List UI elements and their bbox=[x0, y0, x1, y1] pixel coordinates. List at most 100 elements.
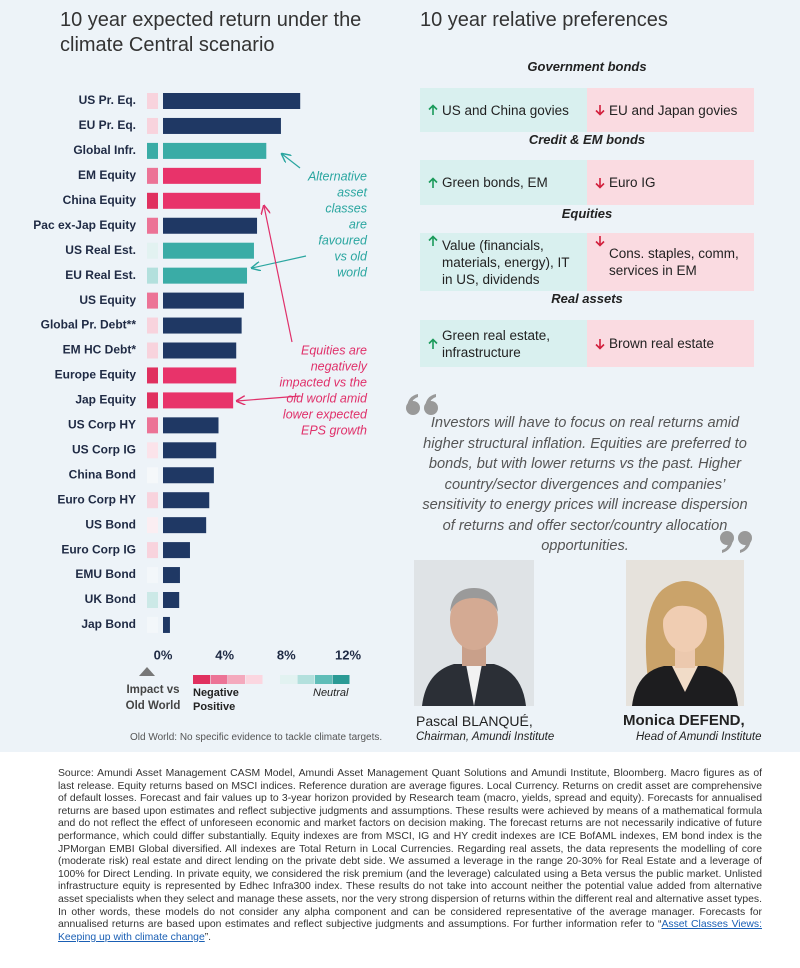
bar bbox=[163, 142, 267, 159]
bar bbox=[163, 93, 301, 109]
chart: US Pr. Eq. EU Pr. Eq. Global Infr. EM Equit… bbox=[33, 93, 368, 713]
person-name: Monica DEFEND, bbox=[623, 712, 745, 729]
legend-label: Negative bbox=[193, 687, 239, 699]
category-label: EU Real Est. bbox=[65, 268, 136, 282]
annotation-arrow bbox=[237, 395, 301, 401]
x-tick-label: 0% bbox=[154, 647, 173, 662]
legend-swatch bbox=[315, 675, 332, 684]
annotation: Alternative bbox=[307, 169, 367, 183]
source-text: Source: Amundi Asset Management CASM Mod… bbox=[58, 768, 762, 931]
preference-text: Cons. staples, comm, services in EM bbox=[609, 246, 739, 278]
legend-swatch bbox=[245, 675, 263, 684]
up-arrow bbox=[428, 337, 438, 349]
impact-marker bbox=[147, 142, 158, 159]
person-role: Head of Amundi Institute bbox=[636, 731, 762, 743]
impact-marker bbox=[147, 442, 158, 459]
annotation: world bbox=[337, 265, 368, 279]
legend-label: Positive bbox=[193, 701, 235, 713]
impact-pointer bbox=[139, 667, 155, 676]
annotation-arrow bbox=[264, 206, 293, 343]
x-tick-label: 12% bbox=[335, 647, 361, 662]
legend-swatch bbox=[297, 675, 315, 684]
photo bbox=[414, 560, 534, 706]
section-header: Government bonds bbox=[527, 59, 647, 74]
preference-box: EU and Japan govies bbox=[587, 88, 754, 132]
impact-marker bbox=[147, 417, 158, 434]
bar bbox=[163, 517, 207, 534]
annotation: impacted vs the bbox=[279, 375, 367, 389]
legend-title: Impact vs bbox=[126, 684, 179, 696]
impact-marker bbox=[147, 392, 158, 409]
impact-marker bbox=[147, 167, 158, 184]
annotation: EPS growth bbox=[301, 423, 367, 437]
section-header: Credit & EM bonds bbox=[528, 132, 646, 147]
bar bbox=[163, 192, 261, 209]
bar bbox=[163, 217, 258, 234]
impact-marker bbox=[147, 292, 158, 309]
impact-marker bbox=[147, 242, 158, 259]
chart-title: 10 year expected return under the climat… bbox=[60, 9, 362, 56]
legend-swatch bbox=[210, 675, 228, 684]
preference-box: Value (financials, materials, energy), I… bbox=[420, 233, 587, 291]
quote: Investors will have to focus on real ret… bbox=[422, 415, 748, 554]
category-label: Jap Equity bbox=[75, 393, 136, 407]
legend-swatch bbox=[280, 675, 297, 684]
annotation: negatively bbox=[311, 359, 368, 373]
impact-marker bbox=[147, 267, 158, 284]
bar bbox=[163, 392, 234, 409]
down-arrow bbox=[595, 105, 605, 116]
impact-marker bbox=[147, 517, 158, 534]
person-name: Pascal BLANQUÉ, bbox=[416, 713, 533, 729]
preference-box: Brown real estate bbox=[587, 320, 754, 367]
impact-marker bbox=[147, 117, 158, 134]
annotation: classes bbox=[325, 201, 367, 215]
quote-mark-open bbox=[406, 394, 438, 415]
impact-marker bbox=[147, 367, 158, 384]
up-arrow bbox=[428, 235, 438, 246]
category-label: Jap Bond bbox=[81, 617, 136, 631]
preference-box: Green bonds, EM bbox=[420, 160, 587, 205]
preference-box: Euro IG bbox=[587, 160, 754, 205]
legend-swatch bbox=[193, 675, 210, 684]
impact-marker bbox=[147, 592, 158, 608]
source: Source: Amundi Asset Management CASM Mod… bbox=[58, 768, 762, 944]
annotation: Equities are bbox=[301, 343, 367, 357]
category-label: US Corp IG bbox=[72, 442, 136, 456]
category-label: China Equity bbox=[63, 193, 137, 207]
category-label: EM HC Debt* bbox=[63, 343, 137, 357]
bar bbox=[163, 567, 180, 584]
person-role: Chairman, Amundi Institute bbox=[416, 731, 555, 743]
quote-mark-close bbox=[720, 531, 752, 553]
bar bbox=[163, 492, 210, 509]
annotation: old world amid bbox=[286, 391, 368, 405]
bar bbox=[163, 592, 180, 608]
preference-text: Green bonds, EM bbox=[442, 175, 548, 190]
category-label: Global Infr. bbox=[73, 143, 136, 157]
impact-marker bbox=[147, 93, 158, 109]
up-arrow bbox=[428, 104, 438, 115]
preference-text: Value (financials, materials, energy), I… bbox=[442, 237, 570, 287]
bar bbox=[163, 367, 237, 384]
category-label: EU Pr. Eq. bbox=[79, 118, 136, 132]
category-label: US Real Est. bbox=[65, 243, 136, 257]
bar bbox=[163, 292, 244, 309]
preference-text: EU and Japan govies bbox=[609, 102, 738, 118]
legend-swatch bbox=[228, 675, 245, 684]
bar bbox=[163, 117, 281, 134]
annotation: are bbox=[349, 217, 367, 231]
up-arrow bbox=[428, 176, 438, 188]
category-label: Europe Equity bbox=[55, 368, 137, 382]
down-arrow bbox=[595, 236, 605, 247]
category-label: EMU Bond bbox=[75, 567, 136, 581]
category-label: US Corp HY bbox=[68, 418, 136, 432]
source-link[interactable]: Asset Classes Views: Keeping up with cli… bbox=[58, 919, 762, 943]
section-header: Equities bbox=[561, 206, 613, 221]
legend-swatch bbox=[332, 675, 350, 684]
category-label: US Equity bbox=[79, 293, 136, 307]
preference-text: Green real estate, infrastructure bbox=[442, 327, 551, 360]
category-label: Pac ex-Jap Equity bbox=[33, 218, 136, 232]
impact-marker bbox=[147, 217, 158, 234]
annotation: asset bbox=[337, 185, 367, 199]
category-label: UK Bond bbox=[85, 592, 136, 606]
